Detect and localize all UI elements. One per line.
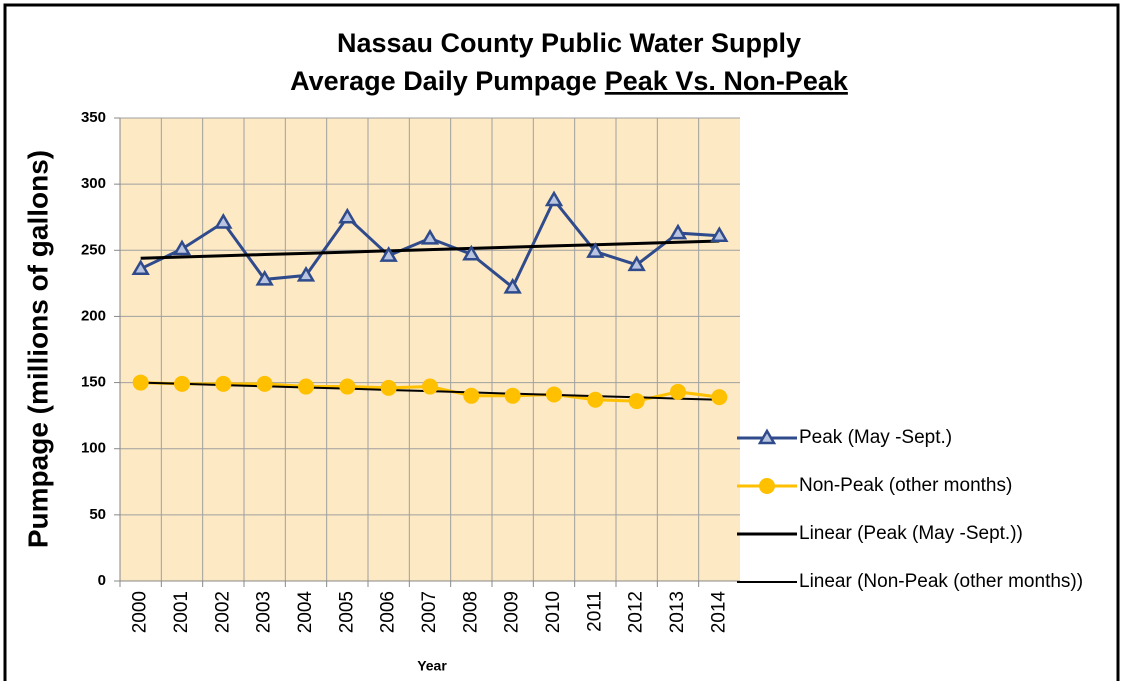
y-tick-label: 250: [81, 241, 106, 258]
point: [463, 387, 480, 404]
point: [757, 428, 777, 445]
y-tick-label: 150: [81, 374, 106, 391]
point: [131, 259, 150, 276]
point: [504, 387, 521, 404]
point: [214, 213, 233, 229]
point: [711, 389, 728, 406]
point: [338, 207, 357, 224]
point: [670, 383, 686, 400]
x-tick-label: 2008: [460, 591, 481, 633]
point: [298, 378, 314, 395]
point: [174, 375, 190, 392]
legend-swatch: [737, 581, 797, 583]
point: [339, 378, 356, 395]
point: [172, 239, 192, 256]
title-line: Average Daily Pumpage: [290, 66, 597, 96]
x-tick-label: 2001: [171, 591, 192, 633]
title-underlined: Peak Vs. Non-Peak: [605, 66, 849, 96]
x-tick-label: 2000: [130, 591, 151, 633]
legend-item: Non-Peak (other months): [735, 473, 1115, 499]
y-tick-label: 350: [81, 109, 106, 126]
point: [627, 255, 646, 272]
x-tick-label: 2013: [667, 591, 688, 633]
point: [710, 226, 729, 242]
y-tick-label: 0: [98, 572, 106, 589]
point: [380, 379, 397, 396]
legend-item: Linear (Peak (May -Sept.)): [735, 521, 1115, 547]
legend-swatch: [737, 478, 797, 494]
point: [215, 375, 232, 392]
point: [296, 265, 316, 282]
y-tick-label: 200: [81, 307, 106, 324]
point: [668, 223, 688, 240]
legend: Peak (May -Sept.) Non-Peak (other months)…: [735, 425, 1115, 617]
point: [132, 374, 149, 391]
point: [628, 393, 645, 410]
legend-swatch: [737, 532, 797, 536]
x-tick-label: 2006: [378, 591, 399, 633]
x-tick-label: 2010: [543, 591, 564, 633]
x-tick-label: 2002: [212, 591, 233, 633]
point: [544, 190, 564, 207]
point: [255, 269, 274, 286]
y-tick-label: 50: [89, 506, 106, 523]
x-tick-label: 2004: [295, 591, 316, 634]
legend-swatch: [737, 428, 797, 445]
chart-title: Average Daily Pumpage Peak Vs. Non-Peak: [290, 66, 849, 96]
frame: [3, 3, 1120, 681]
x-axis-label: Year: [417, 658, 447, 674]
series-line: [140, 239, 720, 260]
point: [759, 478, 775, 494]
point: [256, 375, 273, 392]
legend-item: Linear (Non-Peak (other months)): [735, 569, 1115, 595]
point: [546, 386, 562, 403]
plot-area: [120, 118, 740, 581]
legend-label: Linear (Peak (May -Sept.)): [799, 523, 1023, 544]
y-axis-label: Pumpage (millions of gallons): [22, 150, 53, 548]
legend-label: Peak (May -Sept.): [799, 427, 953, 448]
point: [586, 242, 605, 258]
point: [462, 244, 481, 261]
chart-title: Nassau County Public Water Supply: [337, 28, 801, 58]
point: [422, 378, 438, 395]
point: [587, 391, 604, 408]
legend-item: Peak (May -Sept.): [735, 425, 1115, 451]
x-tick-label: 2012: [626, 591, 647, 633]
x-tick-label: 2011: [584, 591, 605, 632]
x-tick-label: 2009: [502, 591, 523, 633]
point: [379, 246, 398, 262]
y-tick-label: 300: [81, 175, 106, 192]
point: [420, 228, 440, 245]
x-tick-label: 2007: [419, 591, 440, 633]
x-tick-label: 2005: [336, 591, 357, 633]
point: [503, 277, 522, 294]
x-tick-label: 2014: [708, 591, 729, 634]
legend-label: Linear (Non-Peak (other months)): [799, 571, 1084, 592]
y-tick-label: 100: [81, 440, 106, 457]
legend-label: Non-Peak (other months): [799, 475, 1013, 496]
x-tick-label: 2003: [254, 591, 275, 633]
